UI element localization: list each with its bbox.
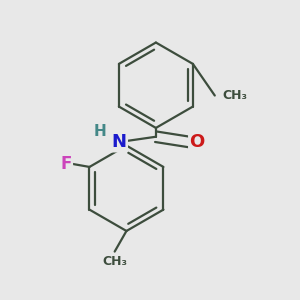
Text: F: F xyxy=(60,155,72,173)
Text: N: N xyxy=(112,133,127,151)
Text: CH₃: CH₃ xyxy=(222,89,247,102)
Text: CH₃: CH₃ xyxy=(102,254,127,268)
Text: O: O xyxy=(190,133,205,151)
Text: H: H xyxy=(94,124,106,139)
